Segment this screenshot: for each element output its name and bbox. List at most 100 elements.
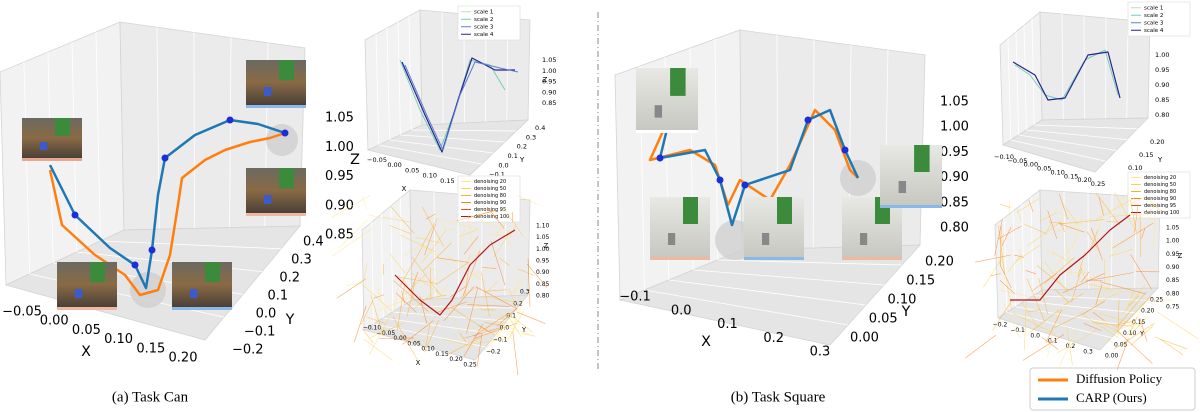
denoise-trace bbox=[404, 272, 428, 295]
denoise-trace bbox=[493, 234, 510, 258]
denoise-trace bbox=[399, 244, 424, 286]
pane-grid bbox=[390, 205, 394, 313]
robot-arm bbox=[205, 262, 220, 283]
x-tick-label: 0.15 bbox=[1064, 172, 1078, 180]
x-tick-label: 0.3 bbox=[810, 345, 831, 360]
pane-grid bbox=[1126, 19, 1129, 119]
denoise-trace bbox=[399, 234, 436, 253]
pane-grid bbox=[1030, 196, 1034, 296]
denoise-trace bbox=[1026, 222, 1061, 247]
x-tick-label: −0.10 bbox=[994, 153, 1014, 161]
denoise-trace bbox=[481, 272, 490, 317]
z-tick-label: 1.05 bbox=[542, 56, 556, 64]
denoise-trace bbox=[427, 283, 449, 315]
denoise-trace bbox=[499, 320, 521, 325]
denoise-trace bbox=[1024, 300, 1027, 351]
denoise-trace bbox=[401, 290, 405, 304]
denoise-trace bbox=[484, 321, 506, 327]
y-axis-label: Y bbox=[285, 312, 295, 328]
object bbox=[860, 233, 868, 245]
denoise-trace bbox=[370, 322, 405, 338]
inset-legend-label: denoising 100 bbox=[1144, 210, 1179, 216]
denoise-trace bbox=[999, 203, 1011, 208]
waypoint bbox=[656, 154, 664, 162]
denoise-trace bbox=[1025, 270, 1037, 275]
denoise-trace bbox=[512, 277, 520, 295]
denoise-trace bbox=[443, 286, 474, 322]
photo-underline bbox=[636, 130, 698, 133]
z-tick-label: 0.95 bbox=[1155, 66, 1169, 74]
object bbox=[264, 87, 272, 96]
z-tick-label: 0.80 bbox=[940, 221, 969, 236]
denoise-trace bbox=[392, 286, 399, 314]
denoise-trace bbox=[1059, 219, 1105, 225]
denoise-trace bbox=[1115, 291, 1147, 329]
denoise-trace bbox=[463, 236, 479, 255]
denoise-trace bbox=[491, 332, 508, 338]
z-tick-label: 0.90 bbox=[325, 198, 354, 213]
photo bbox=[744, 197, 804, 257]
denoise-trace bbox=[336, 278, 367, 299]
denoise-trace bbox=[513, 276, 526, 295]
inset-legend-label: denoising 50 bbox=[474, 186, 506, 192]
object bbox=[654, 105, 663, 118]
denoise-trace bbox=[379, 300, 404, 311]
object bbox=[264, 195, 272, 204]
denoise-trace bbox=[1058, 193, 1068, 220]
denoise-trace bbox=[422, 242, 452, 272]
pane-grid bbox=[1015, 31, 1019, 136]
denoise-trace bbox=[507, 312, 534, 333]
pane-grid bbox=[400, 134, 505, 143]
z-tick-label: 0.80 bbox=[1166, 290, 1180, 297]
denoise-trace bbox=[425, 323, 431, 348]
waypoint bbox=[131, 261, 139, 269]
robot-arm bbox=[683, 197, 698, 224]
denoise-trace bbox=[509, 298, 524, 339]
denoise-trace bbox=[1054, 288, 1070, 303]
x-axis-label: X bbox=[416, 359, 421, 367]
goal-region bbox=[266, 124, 298, 156]
denoise-trace bbox=[430, 267, 432, 300]
photo bbox=[172, 262, 232, 307]
z-axis-label: Z bbox=[1178, 252, 1183, 260]
pane-grid bbox=[668, 279, 867, 306]
denoise-trace bbox=[992, 299, 1014, 331]
photo-underline bbox=[246, 105, 306, 108]
y-tick-label: 0.0 bbox=[256, 307, 277, 322]
x-tick-label: 0.05 bbox=[72, 323, 101, 338]
pane-grid bbox=[1015, 306, 1124, 326]
denoise-trace bbox=[1087, 279, 1103, 281]
goal-region bbox=[130, 272, 166, 308]
denoise-trace bbox=[1149, 200, 1163, 213]
denoise-trace bbox=[421, 206, 444, 247]
inset-legend-label: denoising 90 bbox=[1144, 196, 1176, 202]
x-tick-label: −0.2 bbox=[993, 322, 1008, 329]
pane-grid bbox=[441, 11, 444, 125]
denoise-trace bbox=[1054, 271, 1087, 274]
z-tick-label: 0.85 bbox=[542, 99, 556, 107]
waypoint bbox=[161, 154, 169, 162]
x-tick-label: 0.0 bbox=[1030, 332, 1040, 339]
z-tick-label: 1.00 bbox=[325, 140, 354, 155]
inset-legend-label: denoising 95 bbox=[1144, 203, 1176, 209]
denoise-trace bbox=[1145, 211, 1152, 222]
z-tick-label: 0.95 bbox=[1166, 251, 1180, 258]
denoise-trace bbox=[1086, 231, 1101, 253]
denoise-trace bbox=[383, 217, 412, 223]
denoise-trace bbox=[521, 333, 535, 337]
z-tick-label: 0.85 bbox=[1155, 96, 1169, 104]
z-tick-label: 0.85 bbox=[940, 195, 969, 210]
denoise-trace bbox=[410, 338, 425, 342]
x-tick-label: 0.05 bbox=[405, 166, 419, 174]
y-tick-label: 0.00 bbox=[1105, 353, 1119, 360]
legend: Diffusion Policy CARP (Ours) bbox=[1029, 367, 1196, 411]
pane-grid bbox=[1023, 25, 1027, 131]
x-tick-label: 0.15 bbox=[136, 341, 165, 356]
inset-legend-label: denoising 50 bbox=[1144, 182, 1176, 188]
photo-underline bbox=[842, 257, 902, 260]
robot-arm bbox=[279, 60, 294, 81]
object bbox=[668, 233, 676, 245]
x-tick-label: −0.05 bbox=[367, 156, 387, 164]
denoise-trace bbox=[1105, 242, 1116, 248]
